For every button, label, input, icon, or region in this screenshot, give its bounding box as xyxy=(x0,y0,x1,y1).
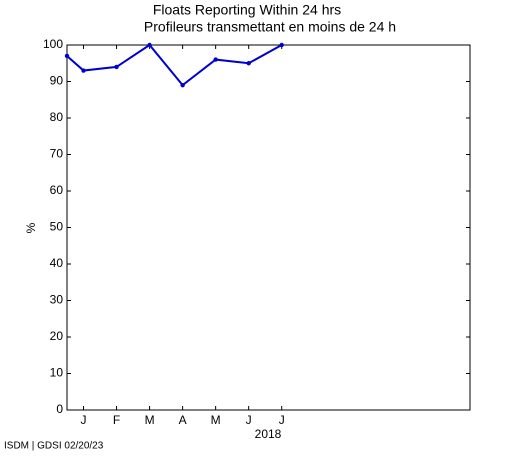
x-tick-label: J xyxy=(246,413,252,427)
x-tick-label: A xyxy=(179,413,187,427)
x-tick-label: M xyxy=(211,413,221,427)
x-tick-label: J xyxy=(279,413,285,427)
data-point xyxy=(64,53,70,59)
y-tick-label: 90 xyxy=(50,74,64,88)
chart-subtitle: Profileurs transmettant en moins de 24 h xyxy=(144,19,396,35)
x-axis-note: 2018 xyxy=(255,427,282,441)
chart-title: Floats Reporting Within 24 hrs xyxy=(153,2,341,18)
y-tick-label: 50 xyxy=(50,220,64,234)
y-tick-label: 10 xyxy=(50,366,64,380)
y-tick-label: 80 xyxy=(50,110,64,124)
data-point xyxy=(81,68,86,73)
x-tick-label: J xyxy=(81,413,87,427)
footer: ISDM | GDSI 02/20/23 xyxy=(4,441,104,452)
x-tick-label: F xyxy=(113,413,120,427)
data-point xyxy=(180,82,185,88)
data-point xyxy=(279,42,284,48)
y-tick-label: 20 xyxy=(50,329,64,343)
data-line xyxy=(66,43,283,87)
data-point xyxy=(147,42,152,48)
data-point xyxy=(246,61,251,66)
y-axis-label: % xyxy=(24,222,38,233)
y-tick-label: 0 xyxy=(56,402,63,416)
y-tick-label: 100 xyxy=(43,37,63,51)
y-tick-label: 30 xyxy=(50,293,64,307)
x-tick-label: M xyxy=(145,413,155,427)
y-tick-label: 40 xyxy=(50,256,64,270)
plot-frame xyxy=(66,44,471,411)
y-tick-label: 70 xyxy=(50,147,64,161)
y-tick-label: 60 xyxy=(50,183,64,197)
data-point xyxy=(114,64,119,70)
data-point xyxy=(213,57,218,62)
